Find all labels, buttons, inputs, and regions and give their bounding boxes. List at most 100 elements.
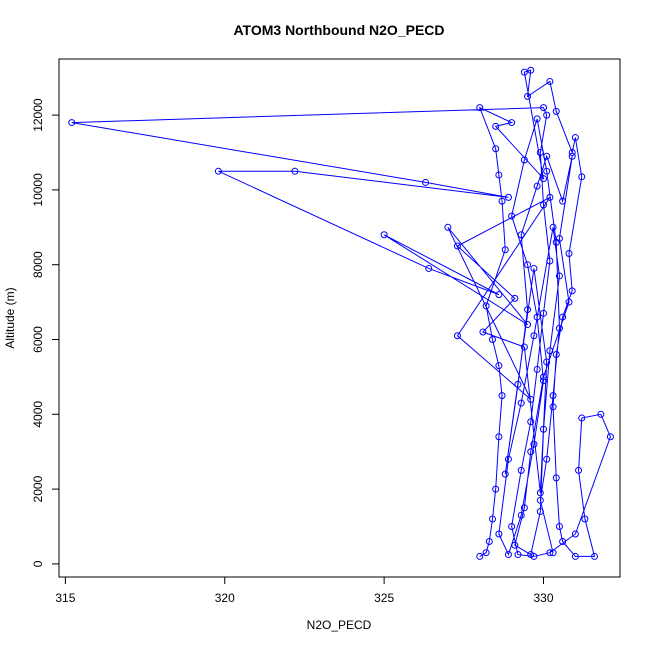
data-point [453,332,461,340]
data-point [540,373,547,381]
data-point [489,515,496,523]
data-point [527,551,535,559]
data-point [524,261,532,269]
data-point [543,455,551,463]
data-point [524,306,532,314]
data-point [546,77,554,85]
x-tick-label: 315 [55,591,75,605]
data-point [568,152,576,160]
data-point [575,466,583,474]
data-point [524,321,532,329]
data-point [559,197,567,205]
data-point [555,523,563,531]
data-point [533,182,541,190]
data-point [533,365,541,373]
data-point [501,470,509,478]
x-axis-label: N2O_PECD [307,618,372,632]
data-point [511,541,519,549]
data-point [546,347,554,355]
data-point [546,257,554,265]
series-layer [68,66,614,560]
data-point [504,193,512,201]
data-point [508,119,516,127]
data-point [482,302,490,310]
data-point [549,403,557,411]
data-point [543,167,551,175]
data-point [508,212,516,220]
series-line [71,69,611,557]
data-point [501,246,509,254]
chart-title: ATOM3 Northbound N2O_PECD [233,22,444,38]
data-point [476,552,484,560]
data-point [492,145,500,153]
data-point [520,343,528,351]
data-point [559,313,567,321]
x-tick-label: 330 [533,591,553,605]
data-point [536,489,544,497]
data-point [543,358,551,366]
data-point [511,294,519,302]
data-point [520,68,528,76]
data-point [495,362,503,370]
data-point [380,231,388,239]
data-point [530,264,538,272]
data-point [578,414,586,422]
data-point [565,249,573,257]
data-point [453,242,461,250]
data-point [536,496,544,504]
data-point [479,328,487,336]
data-point [540,309,547,317]
data-point [517,511,525,519]
data-point [540,425,547,433]
data-point [546,549,554,557]
data-point [591,552,598,560]
data-point [536,149,544,157]
data-point [578,173,586,181]
data-point [527,66,535,74]
data-point [530,440,538,448]
data-point [581,515,589,523]
data-point [498,392,506,400]
data-point [422,178,430,186]
data-point [571,530,579,538]
y-axis: 0 2000 4000 6000 8000 10000 12000 [31,98,60,567]
data-point [495,530,503,538]
data-point [536,508,544,516]
data-point [540,175,547,183]
data-point [517,231,525,239]
data-point [571,552,579,560]
data-point [524,92,532,100]
data-point [549,549,557,557]
data-point [568,287,576,295]
data-point [527,418,535,426]
y-tick-label: 4000 [31,401,45,428]
data-point [565,298,573,306]
data-point [504,455,512,463]
data-point [559,537,567,545]
data-point [527,448,535,456]
data-point [520,156,528,164]
data-point [527,395,535,403]
data-point [549,392,557,400]
data-point [597,410,605,418]
data-point [540,104,547,112]
x-tick-label: 325 [374,591,394,605]
data-point [495,291,503,299]
data-point [552,107,560,115]
data-point [540,201,547,209]
data-point [533,115,541,123]
data-point [485,537,493,545]
data-point [543,111,551,119]
y-tick-label: 6000 [31,326,45,353]
data-point [543,152,551,160]
data-point [492,485,500,493]
y-tick-label: 8000 [31,251,45,278]
y-axis-label: Altitude (m) [3,287,17,348]
data-point [552,350,560,358]
data-point [517,399,525,407]
data-point [504,551,512,559]
data-point [214,167,222,175]
data-point [533,313,541,321]
data-point [68,119,76,127]
